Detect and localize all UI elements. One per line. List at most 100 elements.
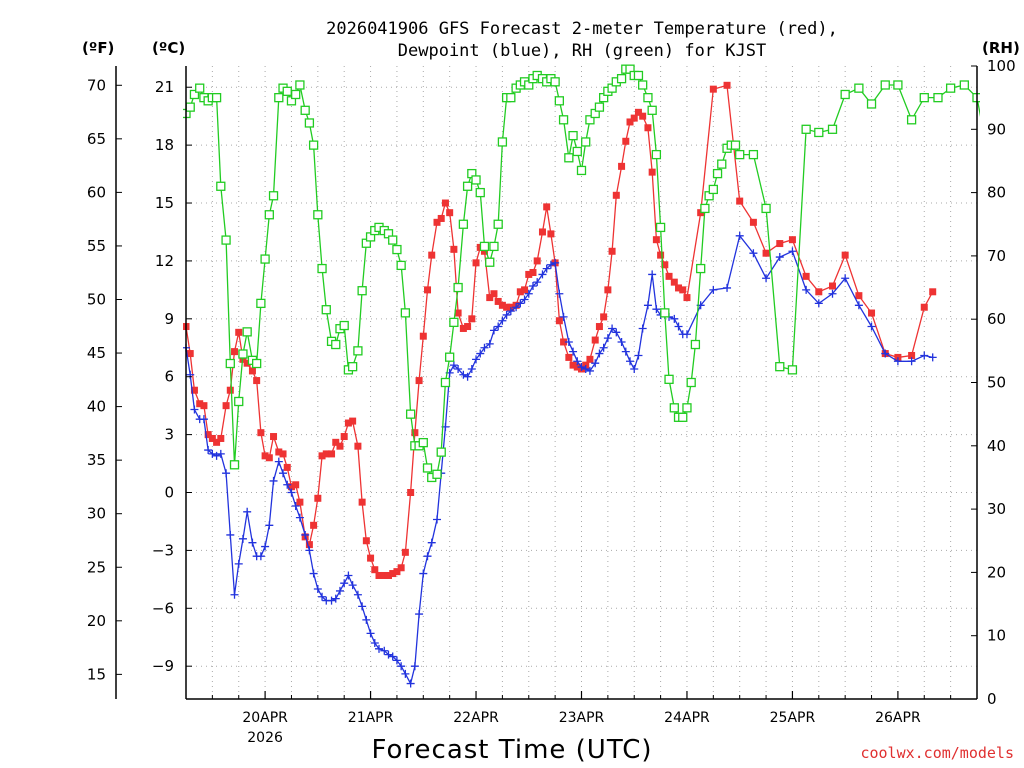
data-point (621, 347, 630, 356)
data-point (494, 297, 502, 305)
data-point (616, 74, 627, 84)
data-point (471, 175, 481, 185)
data-point (314, 494, 322, 502)
rh-tick-label: 0 (987, 690, 997, 708)
celsius-tick-label: −6 (152, 599, 174, 617)
data-point (331, 339, 341, 350)
data-point (775, 362, 785, 372)
data-point (749, 218, 757, 226)
data-point (318, 592, 327, 601)
data-point (449, 317, 459, 328)
data-point (638, 324, 647, 333)
data-point (428, 251, 436, 259)
data-point (472, 259, 480, 267)
data-point (348, 581, 357, 590)
data-point (630, 114, 638, 122)
data-point (208, 449, 217, 458)
data-point (558, 115, 569, 125)
data-point (520, 295, 529, 304)
data-point (866, 99, 877, 109)
celsius-tick-label: 9 (164, 310, 174, 328)
data-point (776, 240, 784, 248)
fahrenheit-tick-label: 45 (87, 344, 106, 362)
rh-tick-label: 80 (987, 184, 1006, 202)
data-point (608, 247, 616, 255)
data-point (595, 323, 603, 331)
data-point (305, 541, 313, 549)
data-point (802, 272, 810, 280)
data-point (512, 303, 521, 312)
data-point (308, 140, 319, 150)
data-point (564, 337, 573, 346)
data-point (661, 261, 669, 269)
data-point (525, 270, 533, 278)
series-rh (183, 64, 980, 483)
data-point (542, 264, 551, 273)
data-point (489, 241, 499, 252)
rh-tick-label: 100 (987, 57, 1016, 75)
data-point (480, 247, 488, 255)
data-point (380, 571, 388, 579)
data-point (761, 203, 771, 214)
data-point (679, 286, 687, 294)
data-point (490, 290, 498, 298)
data-point (279, 450, 287, 458)
data-point (335, 586, 344, 595)
data-point (231, 348, 239, 356)
data-point (388, 652, 397, 661)
celsius-tick-label: 3 (164, 426, 174, 444)
data-point (269, 476, 278, 485)
data-point (256, 552, 265, 561)
data-point (670, 314, 679, 323)
data-point (253, 377, 261, 385)
data-point (440, 377, 451, 388)
data-point (572, 146, 582, 157)
data-point (550, 77, 560, 87)
fahrenheit-tick-label: 35 (87, 451, 106, 469)
data-point (186, 370, 195, 379)
data-point (591, 336, 599, 344)
data-point (328, 450, 336, 458)
data-point (304, 118, 315, 128)
celsius-tick-label: 21 (155, 78, 174, 96)
data-point (669, 403, 679, 413)
data-point (827, 124, 838, 134)
data-point (568, 130, 578, 141)
rh-tick-label: 60 (987, 310, 1006, 328)
data-point (318, 452, 326, 460)
data-point (433, 218, 441, 226)
data-point (282, 86, 292, 96)
data-point (397, 564, 405, 572)
data-point (332, 438, 340, 446)
data-point (313, 210, 323, 220)
data-point (565, 353, 573, 361)
data-point (475, 187, 485, 198)
data-point (801, 124, 811, 134)
rh-tick-label: 30 (987, 500, 1006, 518)
data-point (274, 457, 283, 466)
data-point (709, 85, 717, 93)
data-point (433, 515, 442, 524)
data-point (388, 235, 398, 245)
credit-link[interactable]: coolwx.com/models (860, 744, 1014, 762)
data-point (893, 357, 902, 366)
data-point (855, 292, 863, 300)
data-point (468, 315, 476, 323)
data-point (211, 93, 222, 103)
data-point (427, 538, 436, 547)
data-point (287, 483, 295, 491)
data-point (841, 274, 850, 283)
fahrenheit-tick-label: 20 (87, 612, 106, 630)
data-point (264, 210, 274, 220)
data-point (652, 236, 660, 244)
data-point (213, 438, 221, 446)
fahrenheit-tick-label: 15 (87, 665, 106, 683)
data-point (441, 199, 449, 207)
data-point (234, 559, 243, 568)
data-point (238, 534, 247, 543)
data-point (410, 662, 419, 671)
data-point (446, 209, 454, 217)
data-point (814, 299, 823, 308)
data-point (652, 305, 661, 314)
